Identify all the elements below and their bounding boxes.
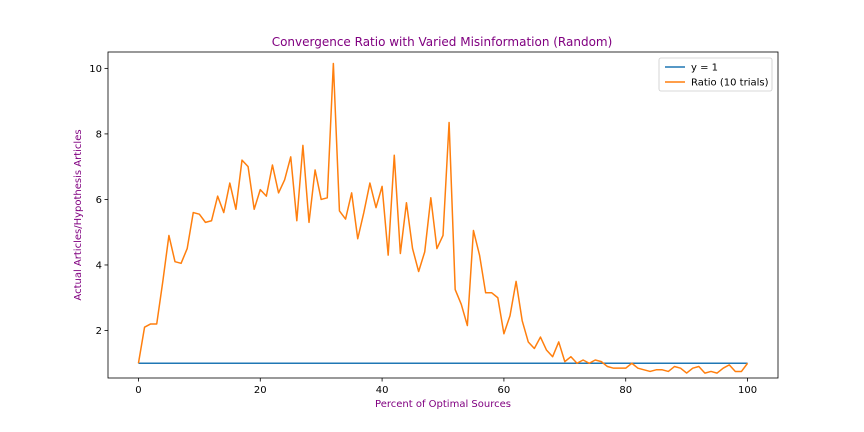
series-line-2	[137, 62, 749, 374]
x-tick-label: 60	[498, 385, 511, 396]
x-tick-label: 0	[135, 385, 141, 396]
y-axis: 2 4 6 8 10	[89, 64, 108, 337]
legend-label: y = 1	[691, 63, 718, 74]
chart-title: Convergence Ratio with Varied Misinforma…	[272, 35, 613, 49]
y-tick-label: 6	[96, 195, 102, 206]
y-axis-label: Actual Articles/Hypothesis Articles	[73, 129, 84, 300]
x-tick-label: 80	[619, 385, 632, 396]
y-tick-label: 8	[96, 129, 102, 140]
legend: y = 1 Ratio (10 trials)	[658, 57, 773, 92]
x-axis: 0 20 40 60 80 100	[135, 378, 757, 396]
y-tick-label: 10	[89, 64, 102, 75]
legend-label: Ratio (10 trials)	[691, 78, 769, 89]
x-tick-label: 20	[254, 385, 267, 396]
plot-area-frame	[107, 51, 779, 379]
legend-box	[658, 57, 773, 92]
y-tick-label: 2	[96, 326, 102, 337]
x-axis-label: Percent of Optimal Sources	[375, 399, 511, 410]
x-tick-label: 100	[738, 385, 757, 396]
x-tick-label: 40	[376, 385, 389, 396]
y-tick-label: 4	[96, 260, 102, 271]
series-layer	[137, 62, 749, 374]
